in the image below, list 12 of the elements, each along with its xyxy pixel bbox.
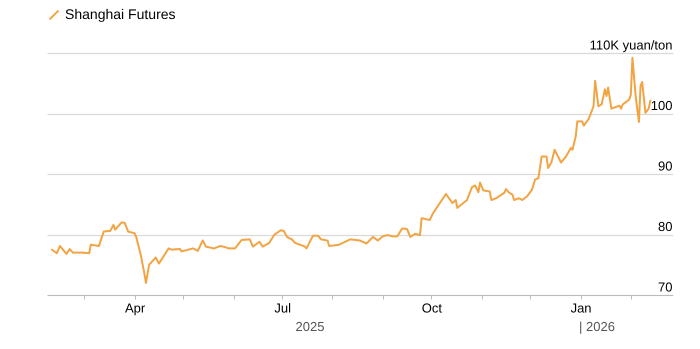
text: 2025 bbox=[296, 319, 324, 334]
text: | 2026 bbox=[579, 319, 615, 334]
y-tick-label: 110K yuan/ton bbox=[590, 38, 672, 52]
x-tick-label: Oct bbox=[422, 300, 442, 316]
y-tick-label: 80 bbox=[658, 219, 672, 234]
x-tick-label: Jan bbox=[570, 300, 592, 316]
x-tick-label: Jul bbox=[274, 300, 292, 316]
y-tick-label: 100 bbox=[650, 98, 672, 113]
y-tick-label: 90 bbox=[658, 158, 672, 174]
x-tick-label: Apr bbox=[124, 300, 146, 316]
legend-label: Shanghai Futures bbox=[65, 6, 176, 22]
y-tick-label: 70 bbox=[658, 280, 672, 294]
